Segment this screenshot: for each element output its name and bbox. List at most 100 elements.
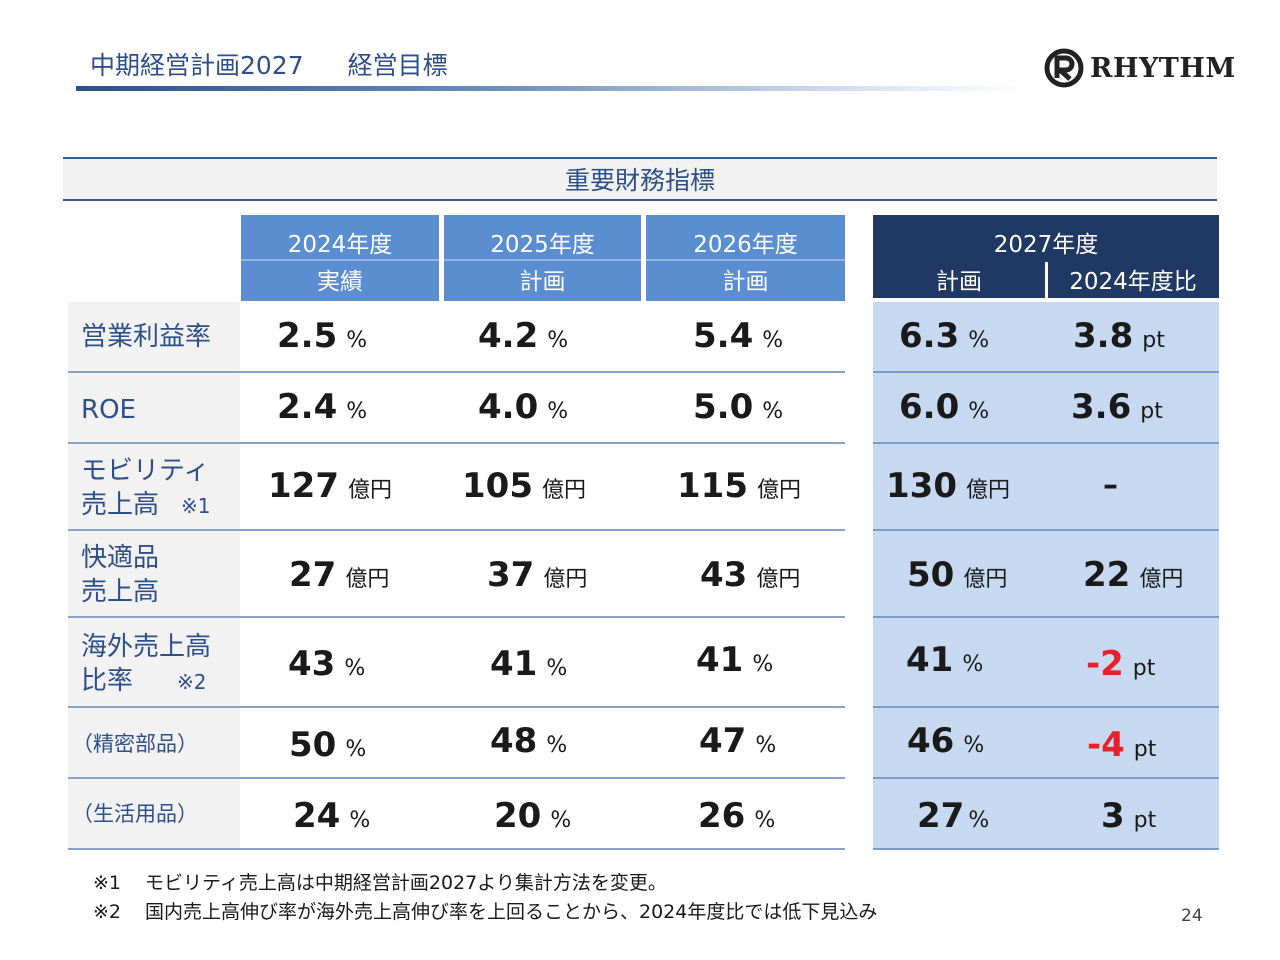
cell-unit: % — [962, 652, 984, 677]
page-title-main: 中期経営計画2027 — [90, 51, 304, 80]
cell-number: 5.4 — [693, 316, 754, 356]
row-label-roe: ROE — [68, 373, 240, 443]
page-subtitle: 経営目標 — [347, 51, 448, 80]
cell-value-negative: -2 pt — [1086, 644, 1155, 684]
rhythm-logo-icon — [1044, 48, 1084, 88]
cell-value: 43% — [288, 644, 365, 684]
cell-unit: 億円 — [541, 478, 586, 503]
row-divider-2027 — [873, 777, 1219, 779]
cell-number: 2.5 — [277, 316, 338, 356]
cell-value: 43 億円 — [700, 555, 800, 595]
cell-unit: % — [755, 733, 777, 758]
row-divider — [68, 442, 845, 444]
col-header-type: 計画 — [722, 269, 769, 295]
row-label-text-line1: 快適品 — [81, 543, 160, 573]
footnote-2: ※2 国内売上高伸び率が海外売上高伸び率を上回ることから、2024年度比では低下見… — [93, 897, 877, 924]
cell-number: 24 — [293, 796, 341, 836]
section-title: 重要財務指標 — [63, 157, 1217, 201]
row-label-text: ROE — [81, 395, 136, 425]
col-header-type: 計画 — [936, 269, 982, 295]
row-divider — [68, 529, 845, 531]
cell-value: 115 億円 — [677, 466, 801, 506]
cell-unit: 億円 — [543, 567, 588, 592]
row-divider — [68, 777, 845, 779]
cell-value: 20% — [494, 796, 571, 836]
row-note: ※2 — [177, 670, 207, 694]
cell-unit: % — [546, 656, 568, 681]
cell-value: 3.6 pt — [1071, 387, 1163, 427]
row-label-daily-goods: （生活用品） — [68, 779, 240, 848]
col-header-year: 2027年度 — [993, 232, 1099, 258]
cell-value: 5.0% — [693, 387, 783, 427]
cell-number: 47 — [699, 721, 747, 761]
row-note: ※1 — [181, 494, 211, 518]
col-header-divider — [646, 259, 845, 261]
footnote-mark: ※2 — [93, 901, 122, 923]
row-label-text: 営業利益率 — [81, 322, 212, 352]
cell-number: 50 — [289, 725, 337, 765]
cell-unit: % — [546, 733, 568, 758]
row-divider-2027 — [873, 529, 1219, 531]
logo-text: RHYTHM — [1090, 52, 1236, 84]
cell-number: 41 — [696, 640, 744, 680]
cell-number: 27 — [289, 555, 337, 595]
cell-value: 3 pt — [1101, 796, 1156, 836]
col-header-year: 2026年度 — [693, 232, 798, 258]
col-header-type: 実績 — [317, 269, 363, 295]
cell-unit: % — [754, 808, 776, 833]
cell-value: 6.0% — [899, 387, 989, 427]
cell-number: 50 — [907, 555, 955, 595]
cell-unit: % — [346, 399, 368, 424]
cell-value: 2.4% — [277, 387, 367, 427]
row-label-text-line2: 売上高 ※1 — [81, 488, 211, 523]
row-divider-2027 — [873, 706, 1219, 708]
col-header-divider — [444, 259, 641, 261]
col-header-compare: 2024年度比 — [1069, 269, 1197, 295]
cell-number: 41 — [490, 644, 538, 684]
cell-value: 22 億円 — [1083, 555, 1183, 595]
cell-unit: % — [968, 808, 990, 833]
col-header-2024: 2024年度 実績 — [241, 215, 439, 301]
row-label-line2-text: 売上高 — [81, 490, 160, 520]
cell-number: 22 — [1083, 555, 1131, 595]
page-number: 24 — [1181, 906, 1203, 926]
footnote-text: モビリティ売上高は中期経営計画2027より集計方法を変更。 — [145, 872, 667, 894]
row-label-text-line2: 比率 ※2 — [81, 664, 207, 699]
table-bottom-line-2027 — [873, 848, 1219, 850]
cell-number: 26 — [698, 796, 746, 836]
table-bottom-line — [68, 848, 845, 850]
col-2027-background — [873, 302, 1219, 850]
col-header-year: 2024年度 — [287, 232, 393, 258]
cell-value: 105 億円 — [462, 466, 586, 506]
header-underline-2027 — [873, 298, 1219, 302]
cell-number: 4.0 — [478, 387, 539, 427]
col-header-2026: 2026年度 計画 — [646, 215, 845, 301]
cell-number: 37 — [487, 555, 535, 595]
cell-unit: % — [968, 328, 990, 353]
cell-unit: pt — [1133, 808, 1157, 833]
cell-number: -2 — [1086, 644, 1124, 684]
cell-value: 130 億円 — [886, 466, 1010, 506]
cell-value-dash: – — [1103, 468, 1118, 503]
row-divider — [68, 371, 845, 373]
col-header-divider — [241, 259, 439, 261]
col-header-type: 計画 — [519, 269, 566, 295]
cell-number: 130 — [886, 466, 957, 506]
row-label-text-line1: 海外売上高 — [81, 632, 212, 662]
header-split-line — [1045, 262, 1048, 300]
cell-number: 3 — [1101, 796, 1125, 836]
cell-unit: 億円 — [345, 567, 390, 592]
cell-value-negative: -4 pt — [1087, 725, 1156, 765]
cell-value: 4.0% — [478, 387, 568, 427]
cell-unit: % — [345, 737, 367, 762]
cell-value: 41% — [490, 644, 567, 684]
col-header-year: 2025年度 — [490, 232, 595, 258]
cell-number: 4.2 — [478, 316, 539, 356]
cell-number: -4 — [1087, 725, 1125, 765]
row-label-line2-text: 比率 — [81, 666, 134, 696]
cell-unit: 億円 — [965, 478, 1010, 503]
cell-unit: % — [963, 733, 985, 758]
cell-value: 41% — [906, 640, 983, 680]
cell-number: 115 — [677, 466, 748, 506]
cell-unit: % — [762, 399, 784, 424]
